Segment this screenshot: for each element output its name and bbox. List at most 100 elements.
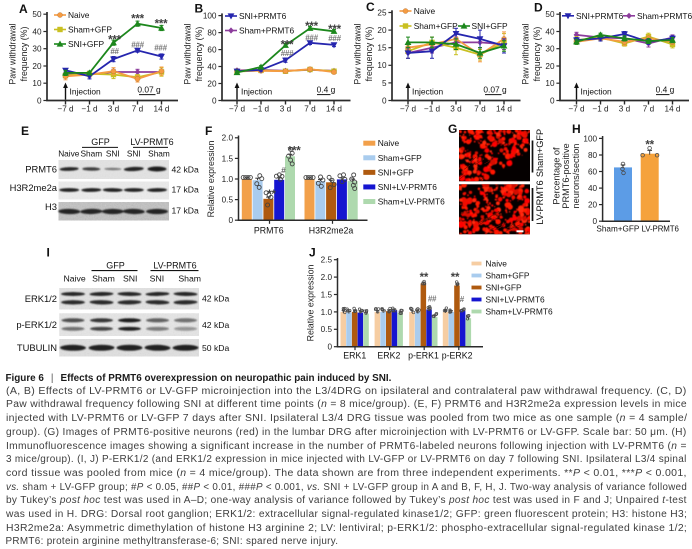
svg-text:40: 40 xyxy=(32,27,42,36)
svg-text:Sham+PRMT6: Sham+PRMT6 xyxy=(239,26,294,36)
svg-text:***: *** xyxy=(288,145,302,157)
svg-text:10: 10 xyxy=(32,79,42,88)
svg-text:LV-PRMT6: LV-PRMT6 xyxy=(535,180,545,224)
svg-text:SNI+GFP: SNI+GFP xyxy=(68,39,104,49)
svg-text:2.5: 2.5 xyxy=(321,256,333,265)
svg-text:PRMT6: PRMT6 xyxy=(25,164,57,175)
svg-text:7 d: 7 d xyxy=(474,105,486,114)
svg-text:−1 d: −1 d xyxy=(253,105,270,114)
svg-text:0: 0 xyxy=(382,96,387,105)
svg-text:GFP: GFP xyxy=(91,137,110,147)
svg-text:frequency (%): frequency (%) xyxy=(194,27,204,82)
svg-text:−7 d: −7 d xyxy=(400,105,417,114)
svg-text:40: 40 xyxy=(207,62,217,71)
svg-text:SNI+PRMT6: SNI+PRMT6 xyxy=(239,11,287,21)
svg-text:Naive: Naive xyxy=(58,149,80,159)
svg-text:SNI+GFP: SNI+GFP xyxy=(378,167,414,177)
svg-text:***: *** xyxy=(281,39,295,51)
svg-text:0.5: 0.5 xyxy=(222,196,234,205)
svg-text:**: ** xyxy=(645,139,654,151)
svg-text:#: # xyxy=(281,165,286,175)
svg-text:3 d: 3 d xyxy=(280,105,292,114)
svg-text:I: I xyxy=(47,246,50,260)
svg-text:3 d: 3 d xyxy=(450,105,462,114)
svg-text:ERK2: ERK2 xyxy=(377,351,400,361)
svg-text:30: 30 xyxy=(545,45,555,54)
svg-text:B: B xyxy=(195,2,204,16)
svg-text:Sham+GFP: Sham+GFP xyxy=(68,25,112,35)
svg-text:0: 0 xyxy=(327,343,332,352)
svg-text:1.5: 1.5 xyxy=(321,290,333,299)
svg-text:D: D xyxy=(534,1,543,15)
svg-text:##: ## xyxy=(428,295,437,304)
svg-text:***: *** xyxy=(155,18,169,30)
svg-text:***: *** xyxy=(108,34,122,46)
svg-text:0.4 g: 0.4 g xyxy=(656,85,675,95)
svg-text:H3R2me2a: H3R2me2a xyxy=(10,182,58,193)
svg-text:**: ** xyxy=(451,272,460,284)
svg-text:80: 80 xyxy=(588,151,598,160)
svg-text:***: *** xyxy=(131,13,145,25)
svg-text:10: 10 xyxy=(545,79,555,88)
svg-text:0: 0 xyxy=(550,96,555,105)
svg-text:LV-PRMT6: LV-PRMT6 xyxy=(153,261,196,271)
svg-text:**: ** xyxy=(267,189,276,201)
svg-text:1.5: 1.5 xyxy=(222,154,234,163)
svg-text:Naive: Naive xyxy=(378,138,400,148)
svg-text:##: ## xyxy=(110,47,119,56)
svg-text:14 d: 14 d xyxy=(154,105,170,114)
svg-text:20: 20 xyxy=(545,62,555,71)
svg-text:E: E xyxy=(21,124,29,138)
svg-text:−7 d: −7 d xyxy=(57,105,74,114)
svg-text:Relative expression: Relative expression xyxy=(206,141,216,218)
svg-text:H3R2me2a: H3R2me2a xyxy=(309,226,354,236)
svg-text:Injection: Injection xyxy=(581,87,613,97)
svg-text:SNI+LV-PRMT6: SNI+LV-PRMT6 xyxy=(378,182,438,192)
svg-text:20: 20 xyxy=(377,26,387,35)
svg-text:p-ERK2: p-ERK2 xyxy=(442,351,473,361)
svg-text:2.0: 2.0 xyxy=(321,273,333,282)
svg-text:7 d: 7 d xyxy=(643,105,655,114)
svg-text:C: C xyxy=(366,0,375,14)
svg-text:PRMT6-positive: PRMT6-positive xyxy=(561,143,571,208)
svg-text:14 d: 14 d xyxy=(326,105,342,114)
svg-text:frequency (%): frequency (%) xyxy=(364,27,374,82)
svg-text:−1 d: −1 d xyxy=(81,105,98,114)
svg-text:SNI+GFP: SNI+GFP xyxy=(486,283,522,293)
svg-text:50: 50 xyxy=(32,10,42,19)
svg-text:20: 20 xyxy=(32,62,42,71)
svg-text:LV-PRMT6: LV-PRMT6 xyxy=(642,224,680,233)
svg-text:PRMT6: PRMT6 xyxy=(254,226,284,236)
svg-text:A: A xyxy=(19,2,28,16)
svg-text:H: H xyxy=(572,122,581,136)
svg-text:25: 25 xyxy=(377,8,387,17)
svg-text:0.5: 0.5 xyxy=(321,325,333,334)
svg-text:0.07 g: 0.07 g xyxy=(483,85,507,95)
svg-text:Relative expression: Relative expression xyxy=(306,265,316,342)
svg-text:Sham: Sham xyxy=(178,273,201,283)
svg-text:Sham+GFP: Sham+GFP xyxy=(378,153,422,163)
svg-text:Sham+GFP: Sham+GFP xyxy=(535,129,545,177)
svg-text:80: 80 xyxy=(207,28,217,37)
svg-text:Sham+GFP: Sham+GFP xyxy=(414,21,458,31)
svg-text:−7 d: −7 d xyxy=(568,105,585,114)
svg-text:Injection: Injection xyxy=(412,87,444,97)
svg-text:−1 d: −1 d xyxy=(424,105,441,114)
svg-text:Naive: Naive xyxy=(414,6,436,16)
svg-text:40: 40 xyxy=(588,184,598,193)
svg-text:Sham+LV-PRMT6: Sham+LV-PRMT6 xyxy=(378,197,445,207)
svg-text:Percentage of: Percentage of xyxy=(552,147,562,205)
svg-text:14 d: 14 d xyxy=(665,105,681,114)
svg-text:7 d: 7 d xyxy=(304,105,316,114)
svg-text:ERK1: ERK1 xyxy=(343,351,366,361)
svg-text:###: ### xyxy=(328,34,341,43)
svg-text:20: 20 xyxy=(588,201,598,210)
svg-text:0.07 g: 0.07 g xyxy=(137,85,161,95)
svg-text:Sham: Sham xyxy=(92,273,115,283)
svg-text:frequency (%): frequency (%) xyxy=(532,27,542,82)
svg-text:Sham+GFP: Sham+GFP xyxy=(486,271,530,281)
svg-text:G: G xyxy=(448,122,457,136)
svg-text:###: ### xyxy=(281,49,294,58)
svg-text:Injection: Injection xyxy=(241,87,273,97)
svg-text:10: 10 xyxy=(377,61,387,70)
